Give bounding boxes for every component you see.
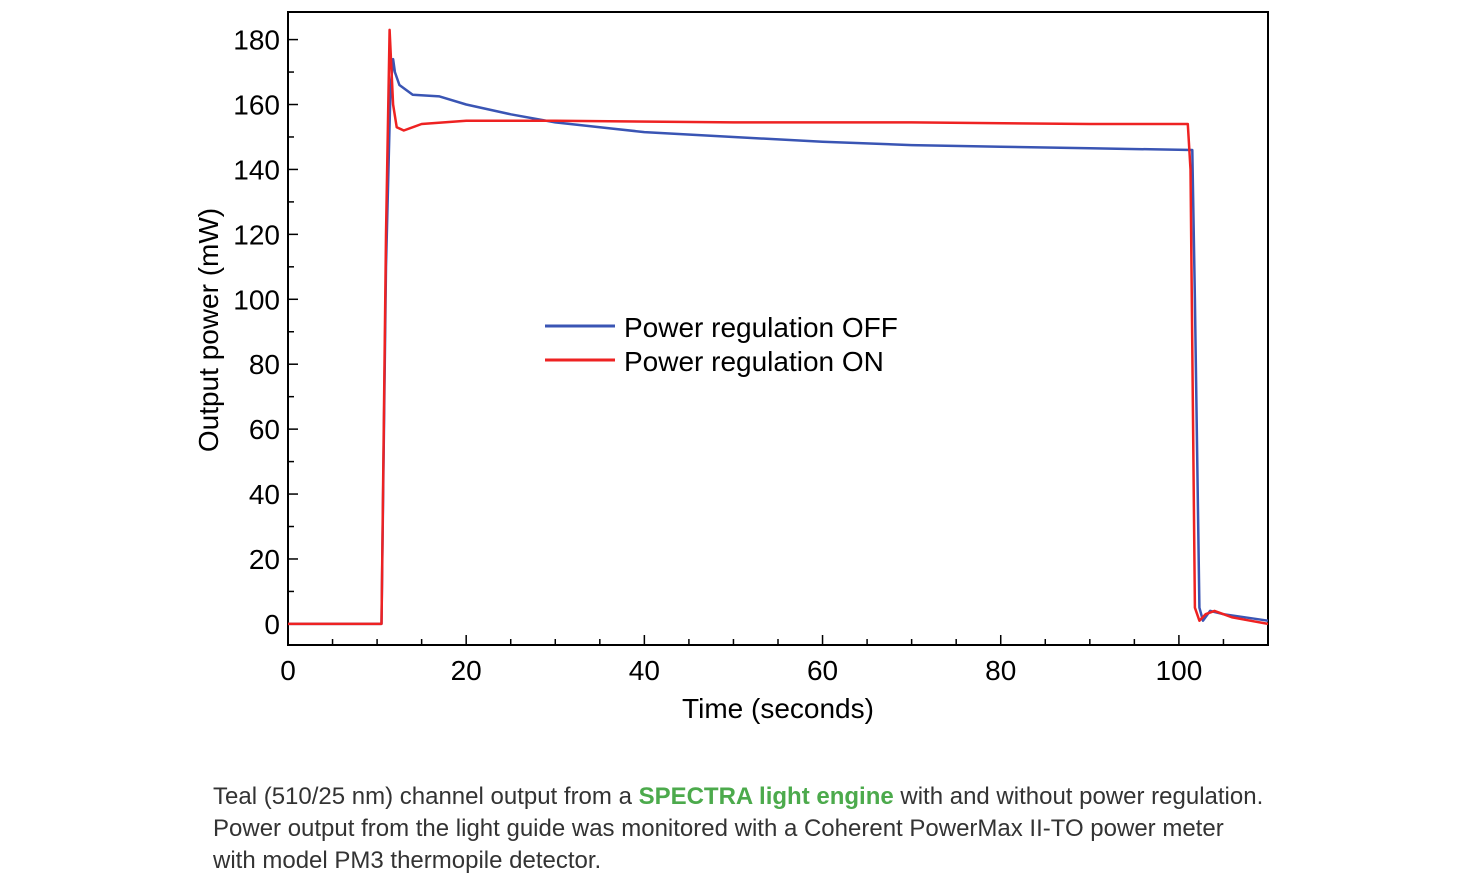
series-line-off	[288, 57, 1269, 626]
y-tick-label: 100	[233, 284, 280, 315]
power-chart: 0 20 40 60 80 100 0 20 40 60 80 100 120 140 160 180 Tim…	[193, 11, 1269, 724]
legend-label-off: Power regulation OFF	[624, 312, 898, 343]
figure-caption: Teal (510/25 nm) channel output from a S…	[213, 781, 1273, 877]
y-tick-label: 20	[249, 544, 280, 575]
spectra-link[interactable]: SPECTRA light engine	[638, 783, 894, 810]
y-tick-label: 80	[249, 349, 280, 380]
legend-label-on: Power regulation ON	[624, 346, 884, 377]
x-tick-label: 40	[629, 655, 660, 686]
y-tick-label: 140	[233, 154, 280, 185]
x-tick-label: 60	[807, 655, 838, 686]
y-tick-label: 40	[249, 479, 280, 510]
series-lines	[288, 28, 1269, 626]
y-axis-label: Output power (mW)	[193, 208, 224, 452]
y-tick-label: 0	[264, 609, 280, 640]
axis-ticks: 0 20 40 60 80 100 0 20 40 60 80 100 120 140 160 180	[233, 25, 1269, 686]
x-tick-label: 20	[451, 655, 482, 686]
series-line-on	[288, 28, 1269, 626]
y-tick-label: 180	[233, 25, 280, 56]
legend: Power regulation OFF Power regulation ON	[545, 312, 898, 377]
caption-text-rest: with and without power regulation. Power…	[213, 783, 1264, 874]
caption-text: Teal (510/25 nm) channel output from a	[213, 783, 639, 810]
x-tick-label: 80	[985, 655, 1016, 686]
x-tick-label: 0	[280, 655, 296, 686]
y-tick-label: 160	[233, 90, 280, 121]
x-axis-label: Time (seconds)	[682, 693, 874, 724]
x-tick-label: 100	[1156, 655, 1203, 686]
y-tick-label: 60	[249, 414, 280, 445]
y-tick-label: 120	[233, 219, 280, 250]
